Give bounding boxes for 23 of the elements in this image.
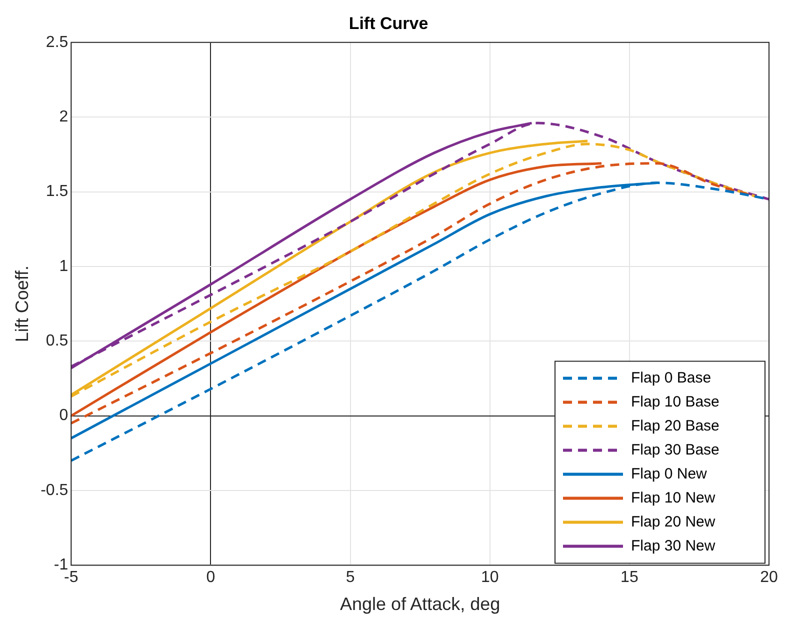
x-tick-label: 20 [760,569,778,586]
legend-label: Flap 30 Base [631,441,720,458]
legend-label: Flap 10 New [631,489,716,506]
y-tick-label: 1 [59,258,68,275]
y-tick-label: -0.5 [40,482,68,499]
y-axis-title: Lift Coeff. [12,265,32,342]
y-tick-label: 2 [59,108,68,126]
legend-label: Flap 0 Base [631,369,712,386]
legend-label: Flap 10 Base [631,393,720,410]
y-tick-label: 1.5 [46,183,68,200]
y-tick-label: 0 [59,407,68,424]
x-tick-label: 0 [206,569,216,586]
x-axis-title: Angle of Attack, deg [340,594,500,614]
x-tick-label: 10 [480,569,499,586]
legend-label: Flap 0 New [631,465,708,482]
legend-label: Flap 20 New [631,513,716,530]
legend-label: Flap 20 Base [631,417,720,434]
x-tick-label: 15 [620,569,638,586]
x-tick-label: 5 [346,569,355,586]
y-tick-label: 2.5 [46,34,68,51]
y-tick-label: 0.5 [46,332,68,350]
chart-title: Lift Curve [348,14,428,33]
legend-label: Flap 30 New [631,537,716,554]
